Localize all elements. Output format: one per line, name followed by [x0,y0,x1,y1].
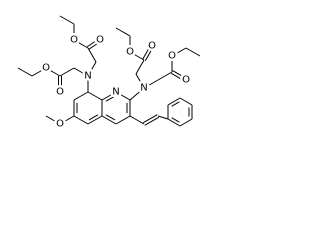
atom-labels: N N N O O O O O O O O O [40,32,193,132]
bond [105,95,116,102]
bond [45,67,61,77]
bond [115,27,131,37]
bond [171,47,187,57]
bond [87,91,103,101]
bond [172,70,187,80]
bond [31,67,47,77]
atom-label: O [168,51,176,62]
atom-label: O [126,47,134,58]
bond [171,101,180,107]
bond [144,46,154,61]
bond [129,115,145,125]
atom-label: N [140,83,147,94]
bond [87,115,103,125]
bond [88,40,102,50]
bond [171,117,180,123]
atom-label: O [182,75,190,86]
bond [179,97,193,106]
atom-label: O [70,35,78,46]
bonds [17,15,201,127]
bond [171,72,186,82]
bond [185,47,201,57]
bond [101,91,117,101]
bond [73,115,89,125]
bond [143,79,159,89]
bond [115,91,131,101]
bond [88,114,99,121]
bond [115,115,131,125]
bond [86,38,100,48]
atom-label: O [56,119,64,130]
structure-diagram: N N N O O O O O O O O O [17,15,201,132]
bond [135,59,145,75]
bond [73,67,89,77]
bond [101,115,117,125]
atom-label: N [84,71,91,82]
atom-label: O [42,63,50,74]
page: {"atoms": ["N", "N", "N", "O", "O", "O",… [0,0,206,160]
bond [129,87,145,101]
bond [73,91,89,101]
bond [59,67,75,77]
bond [73,39,89,49]
bond [142,45,152,60]
bond [135,73,145,89]
bond [129,51,145,61]
atom-label: N [112,87,119,98]
bond [157,71,173,81]
bond [157,115,169,120]
bond [179,118,193,127]
bond [59,15,75,25]
bond [143,114,158,124]
bond [17,67,33,77]
bond [87,61,97,77]
bond [167,97,181,106]
atom-label: O [96,35,104,46]
bond [87,47,97,63]
atom-label: O [56,87,64,98]
bond [105,114,116,121]
atom-label: O [148,41,156,52]
bond [45,115,61,125]
bond [167,118,181,127]
bond [59,115,75,125]
bond [144,116,159,126]
